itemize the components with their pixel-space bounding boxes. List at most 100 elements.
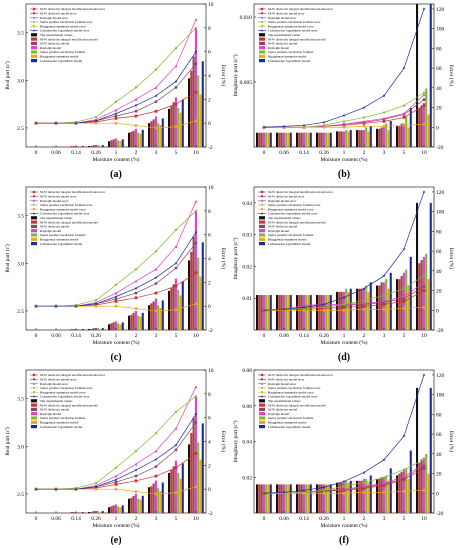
legend-label: Lichtenecker logarithmic model error — [40, 395, 90, 399]
legend-marker — [260, 373, 264, 377]
bar-m1 — [378, 479, 381, 513]
bar-exp — [376, 479, 379, 513]
y2-axis-title: Error (%) — [220, 248, 227, 269]
y2-tick-label: 6 — [208, 416, 211, 422]
bar-exp — [376, 128, 379, 147]
bar-m6 — [289, 295, 292, 330]
legend-marker — [32, 386, 36, 390]
error-point-m4 — [402, 468, 406, 472]
legend-swatch — [31, 233, 37, 237]
bar-m2 — [92, 145, 95, 147]
x-tick-label: 0.06 — [279, 516, 289, 522]
legend-label: Rayleigh model — [268, 412, 289, 416]
x-tick-label: 0.06 — [51, 333, 61, 339]
error-point-m4 — [322, 305, 326, 309]
bar-m2 — [172, 284, 175, 330]
error-point-m2 — [154, 282, 158, 285]
bar-m2 — [300, 132, 303, 147]
error-point-m4 — [382, 111, 386, 114]
bar-m4 — [265, 484, 268, 513]
error-point-m4 — [154, 68, 158, 71]
legend-swatch — [31, 220, 37, 224]
bar-m5 — [327, 295, 330, 330]
legend-label: Series parallel calculation formula — [268, 233, 314, 237]
x-tick-label: 0.26 — [91, 333, 101, 339]
bar-m6 — [161, 300, 164, 330]
legend-label: Lichtenecker logarithmic model error — [268, 29, 318, 33]
bar-m4 — [305, 132, 308, 147]
panel-label: (f) — [339, 535, 349, 546]
legend-swatch — [31, 407, 37, 411]
bar-m4 — [405, 269, 408, 330]
error-point-m4 — [94, 481, 98, 485]
error-point-m6 — [262, 308, 266, 312]
legend-label: Lichtenecker logarithmic model — [268, 425, 310, 429]
legend-label: The experimental values — [268, 216, 301, 220]
error-point-m6 — [322, 120, 326, 124]
legend: M-W dielectric integral modification mod… — [30, 7, 106, 63]
error-point-m5 — [422, 122, 426, 126]
legend-swatch — [31, 50, 37, 54]
y-tick-label: 0.04 — [242, 440, 252, 446]
bar-m6 — [269, 484, 272, 513]
error-point-m3 — [382, 300, 386, 303]
bar-m1 — [190, 251, 193, 330]
legend-swatch — [31, 33, 37, 37]
bar-m3 — [342, 131, 345, 147]
bar-m1 — [110, 140, 113, 147]
bar-m3 — [302, 484, 305, 513]
y2-tick-label: 4 — [208, 440, 211, 446]
bar-m5 — [387, 480, 390, 513]
bar-m1 — [130, 497, 133, 513]
y2-tick-label: 10 — [208, 2, 214, 8]
legend: M-W dielectric integral modification mod… — [30, 190, 106, 246]
bar-m1 — [358, 130, 361, 147]
error-point-m5 — [134, 490, 138, 493]
bar-m2 — [92, 511, 95, 513]
error-point-m6 — [282, 124, 286, 128]
error-point-m6 — [382, 94, 386, 98]
y2-tick-label: 0 — [436, 125, 439, 131]
bar-m2 — [380, 127, 383, 147]
bar-m3 — [382, 127, 385, 147]
error-point-m6 — [382, 274, 386, 278]
y-tick-label: 0.02 — [242, 264, 252, 270]
bar-m5 — [407, 127, 410, 147]
error-point-m3 — [134, 279, 138, 283]
bar-exp — [88, 329, 91, 330]
bar-m2 — [420, 459, 423, 513]
error-point-m5 — [362, 307, 366, 311]
error-point-m3 — [194, 18, 198, 21]
x-tick-label: 3 — [155, 150, 158, 156]
bar-m1 — [398, 279, 401, 330]
legend-label: Series parallel calculation formula erro… — [268, 386, 321, 390]
legend-swatch — [259, 412, 265, 416]
legend: M-W dielectric integral modification mod… — [30, 373, 106, 429]
x-tick-label: 0 — [35, 333, 38, 339]
y2-tick-label: 20 — [436, 289, 442, 295]
bar-m1 — [378, 128, 381, 147]
legend-label: The experimental values — [40, 216, 73, 220]
bar-m2 — [112, 505, 115, 513]
x-tick-label: 0.14 — [299, 150, 309, 156]
bar-exp — [296, 132, 299, 147]
x-tick-label: 2 — [363, 150, 366, 156]
y2-tick-label: 40 — [436, 452, 442, 458]
legend-marker — [260, 382, 264, 385]
bar-m5 — [327, 484, 330, 513]
legend-label: Lichtenecker logarithmic model — [40, 242, 82, 246]
bar-m6 — [141, 129, 144, 147]
bar-m3 — [194, 27, 197, 147]
legend-label: Bruggeman symmetry model error — [268, 390, 315, 394]
bar-m5 — [287, 132, 290, 147]
legend-label: M-W dielectric model — [268, 225, 297, 229]
bar-m3 — [302, 295, 305, 330]
error-point-m1 — [422, 104, 426, 107]
bar-m4 — [157, 488, 160, 513]
bar-exp — [296, 295, 299, 330]
x-tick-label: 0.26 — [91, 516, 101, 522]
legend-label: Lichtenecker logarithmic model — [40, 59, 82, 63]
error-point-m1 — [174, 466, 178, 470]
error-point-m5 — [402, 306, 406, 310]
legend-swatch — [259, 407, 265, 411]
